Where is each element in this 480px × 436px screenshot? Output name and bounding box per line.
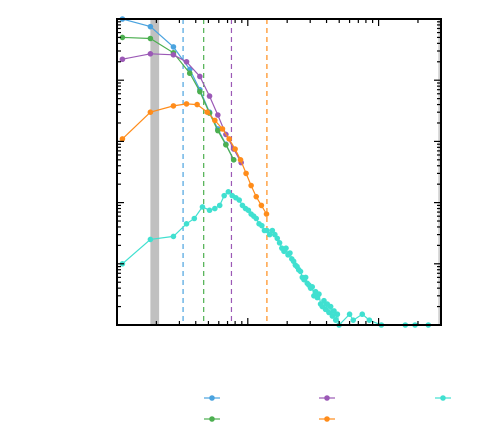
data-point bbox=[204, 109, 211, 116]
legend-marker bbox=[324, 416, 330, 422]
data-point bbox=[297, 268, 304, 275]
data-point bbox=[366, 317, 373, 323]
data-point bbox=[119, 34, 126, 41]
data-point bbox=[253, 193, 260, 200]
data-point bbox=[223, 141, 229, 148]
data-point bbox=[119, 136, 126, 142]
data-point bbox=[350, 317, 357, 323]
data-point bbox=[274, 235, 281, 242]
data-point bbox=[206, 93, 213, 99]
data-point bbox=[258, 202, 265, 209]
data-point bbox=[232, 146, 238, 152]
data-point bbox=[276, 240, 283, 246]
reference-lines-layer bbox=[182, 19, 440, 325]
data-point bbox=[236, 197, 243, 203]
data-point bbox=[248, 182, 254, 189]
data-point bbox=[334, 311, 341, 318]
series-line-4 bbox=[121, 103, 268, 215]
legend-entry-5 bbox=[319, 416, 335, 422]
series-5 bbox=[119, 189, 432, 328]
data-point bbox=[147, 51, 154, 57]
data-point bbox=[206, 207, 213, 214]
plot-frame bbox=[116, 18, 442, 326]
data-point bbox=[194, 101, 200, 108]
data-point bbox=[327, 303, 334, 310]
series-3 bbox=[119, 51, 244, 166]
series-line-3 bbox=[122, 53, 242, 163]
data-point bbox=[215, 127, 221, 134]
data-point bbox=[219, 126, 226, 132]
data-point bbox=[221, 192, 227, 199]
series-line-1 bbox=[122, 18, 235, 161]
data-point bbox=[309, 284, 316, 290]
legend-entry-3 bbox=[435, 395, 451, 401]
shaded-band-layer bbox=[150, 19, 160, 325]
data-point bbox=[316, 291, 322, 297]
data-point bbox=[147, 109, 154, 116]
legend-marker bbox=[440, 395, 446, 401]
data-point bbox=[170, 44, 177, 50]
data-point bbox=[199, 204, 206, 210]
data-point bbox=[170, 52, 177, 58]
data-point bbox=[259, 222, 265, 229]
legend-marker bbox=[209, 416, 215, 422]
shaded-band bbox=[150, 19, 160, 325]
data-point bbox=[264, 227, 270, 234]
data-point bbox=[332, 317, 339, 323]
data-point bbox=[119, 56, 126, 63]
data-point bbox=[197, 88, 203, 95]
data-point bbox=[266, 231, 273, 238]
data-point bbox=[170, 103, 177, 109]
data-point bbox=[215, 112, 221, 118]
data-point bbox=[263, 211, 270, 217]
data-point bbox=[212, 205, 218, 212]
data-point bbox=[212, 117, 218, 124]
data-point bbox=[197, 73, 203, 80]
series-4 bbox=[119, 101, 270, 217]
legend-entry-4 bbox=[204, 416, 220, 422]
data-point bbox=[147, 35, 154, 42]
legend-entry-1 bbox=[204, 395, 220, 401]
data-point bbox=[329, 313, 336, 319]
data-point bbox=[283, 245, 289, 251]
data-point bbox=[191, 215, 198, 222]
data-point bbox=[359, 311, 366, 318]
data-point bbox=[237, 157, 244, 163]
legend-marker bbox=[209, 395, 215, 401]
series-line-5 bbox=[122, 190, 429, 327]
data-point bbox=[269, 227, 276, 234]
data-point bbox=[183, 58, 190, 65]
legend bbox=[204, 395, 451, 422]
legend-entry-2 bbox=[319, 395, 335, 401]
data-point bbox=[287, 250, 293, 256]
legend-marker bbox=[324, 395, 330, 401]
data-point bbox=[216, 202, 223, 209]
data-point bbox=[346, 311, 353, 318]
data-point bbox=[170, 233, 177, 240]
data-point bbox=[186, 70, 193, 77]
data-point bbox=[226, 136, 232, 142]
data-point bbox=[230, 157, 237, 163]
data-point bbox=[183, 101, 190, 107]
plot-frame-layer bbox=[116, 18, 442, 326]
data-point bbox=[243, 170, 249, 177]
data-point bbox=[253, 215, 260, 222]
data-point bbox=[302, 274, 309, 281]
data-point bbox=[183, 221, 190, 227]
data-point bbox=[147, 236, 154, 243]
data-point bbox=[326, 309, 332, 316]
data-point bbox=[225, 189, 232, 195]
data-point bbox=[147, 23, 154, 30]
series-layer bbox=[119, 16, 432, 328]
